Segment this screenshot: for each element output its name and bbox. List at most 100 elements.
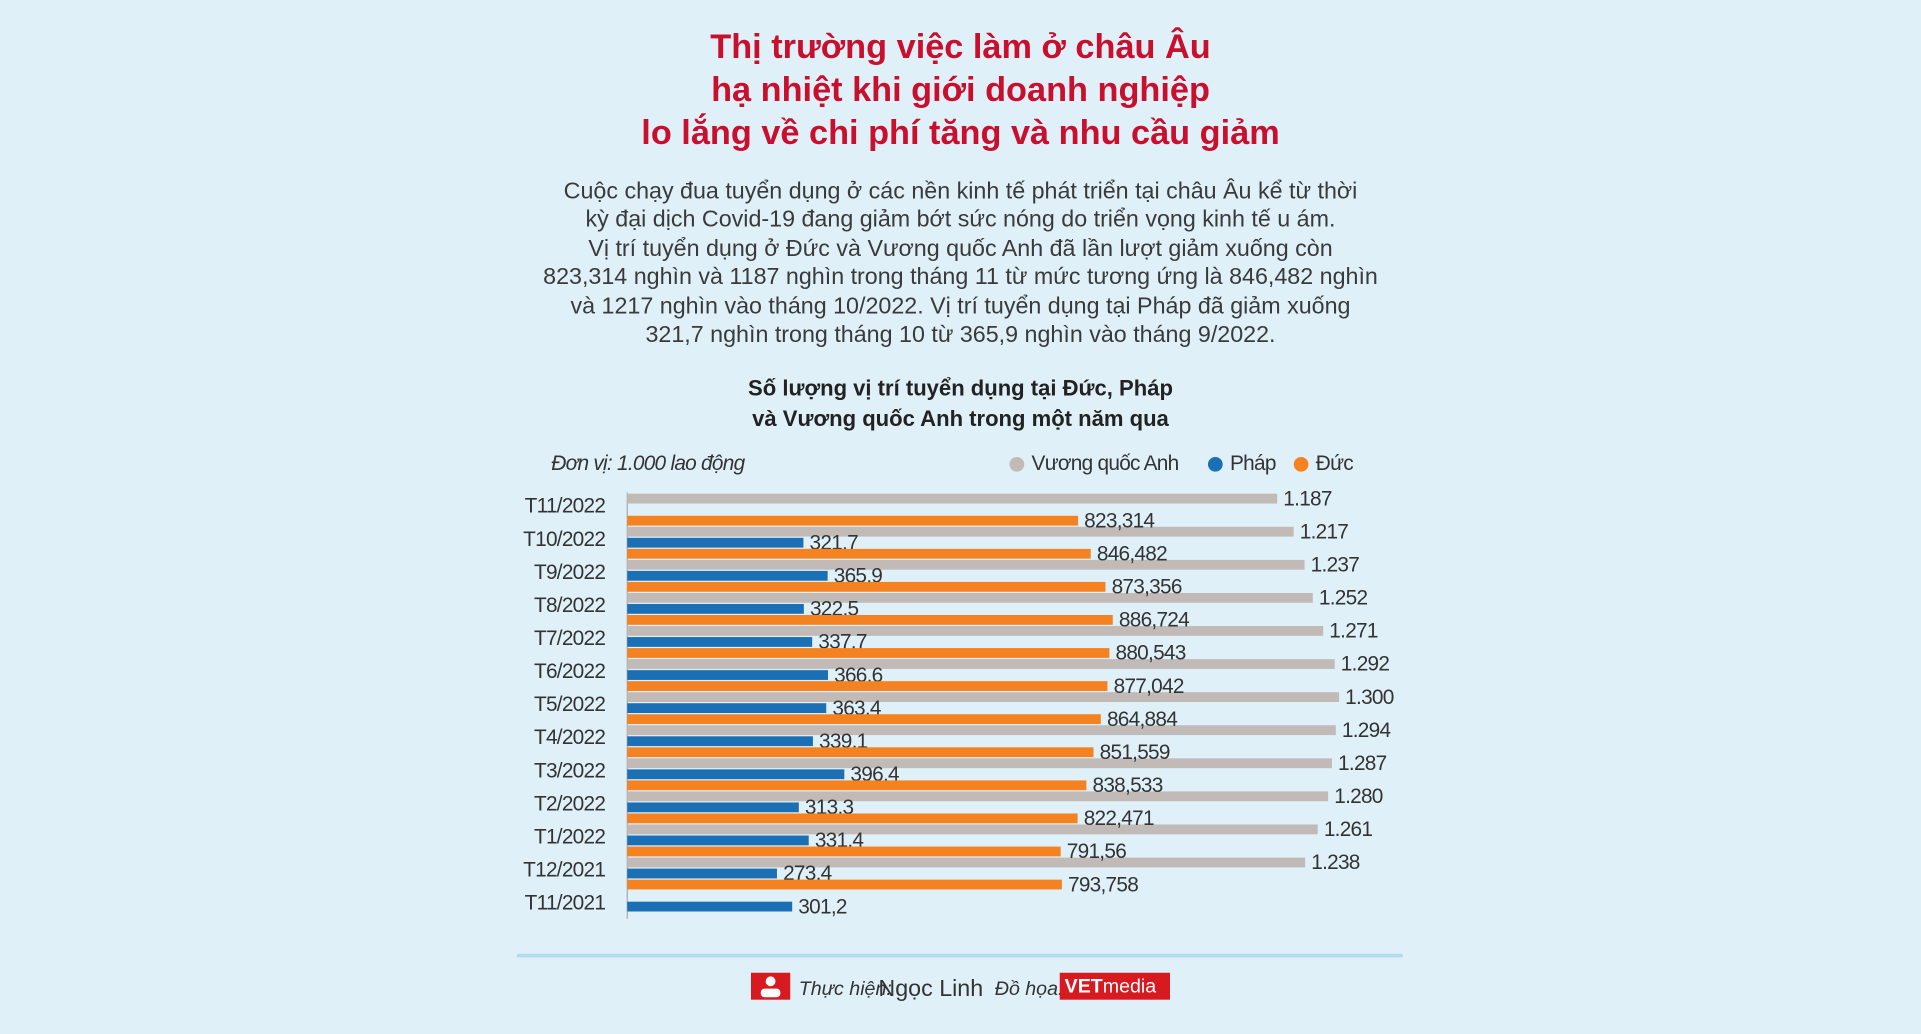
bar: [627, 857, 1306, 868]
value-label: 851,559: [1100, 741, 1170, 764]
value-label: 1.280: [1334, 785, 1383, 808]
value-label: 1.271: [1329, 620, 1378, 643]
bar: [627, 901, 793, 912]
bar: [627, 493, 1278, 504]
bar: [627, 603, 804, 614]
value-label: 365,9: [834, 565, 883, 588]
description-line: kỳ đại dịch Covid-19 đang giảm bớt sức n…: [586, 206, 1336, 232]
value-label: 1.187: [1283, 487, 1332, 510]
bar: [627, 736, 813, 747]
bar: [627, 659, 1335, 669]
bar: [627, 868, 777, 879]
bar: [627, 835, 809, 846]
bar: [627, 791, 1329, 802]
title-line: lo lắng về chi phí tăng và nhu cầu giảm: [641, 112, 1279, 152]
chart-title: và Vương quốc Anh trong một năm qua: [752, 406, 1169, 431]
y-tick-label: T8/2022: [534, 594, 605, 617]
chart-title: Số lượng vị trí tuyển dụng tại Đức, Pháp: [748, 375, 1173, 400]
bar: [627, 581, 1106, 592]
description-line: Vị trí tuyển dụng ở Đức và Vương quốc An…: [588, 235, 1332, 261]
bar: [627, 780, 1087, 791]
value-label: 822,471: [1084, 807, 1154, 830]
y-tick-label: T4/2022: [534, 726, 605, 749]
bar: [627, 637, 813, 647]
footer: Thực hiện: Ngọc Linh Đồ họa: VETmedia: [751, 972, 1170, 1001]
graphics-label: Đồ họa:: [995, 978, 1064, 1000]
value-label: 273,4: [783, 862, 832, 885]
bar: [627, 714, 1101, 725]
credit-label: Thực hiện:: [799, 978, 892, 1000]
description-line: và 1217 nghìn vào tháng 10/2022. Vị trí …: [571, 293, 1351, 319]
bar: [627, 626, 1324, 636]
value-label: 1.294: [1342, 719, 1391, 742]
bar: [627, 670, 828, 680]
value-label: 321,7: [810, 531, 859, 554]
bar: [627, 747, 1094, 758]
legend-label: Đức: [1316, 452, 1353, 475]
y-tick-label: T1/2022: [534, 825, 605, 848]
value-label: 1.300: [1345, 686, 1394, 709]
bar: [627, 703, 827, 714]
bar: [627, 526, 1294, 537]
value-label: 877,042: [1114, 675, 1184, 698]
value-label: 1.237: [1311, 554, 1360, 577]
value-label: 1.238: [1311, 851, 1360, 874]
value-label: 322,5: [810, 598, 859, 621]
value-label: 880,543: [1116, 642, 1186, 665]
bar: [627, 692, 1340, 702]
bar: [627, 537, 804, 548]
author: Ngọc Linh: [878, 975, 983, 1001]
value-label: 838,533: [1093, 774, 1163, 797]
bar: [627, 559, 1305, 570]
bar: [627, 758, 1332, 769]
value-label: 1.252: [1319, 587, 1368, 610]
bar: [627, 570, 828, 581]
bar: [627, 681, 1108, 691]
value-label: 339,1: [819, 730, 868, 753]
description-line: 321,7 nghìn trong tháng 10 từ 365,9 nghì…: [645, 321, 1275, 347]
bar: [627, 592, 1313, 603]
bar: [627, 846, 1061, 857]
logo-rest: media: [1103, 976, 1156, 998]
description-line: Cuộc chạy đua tuyển dụng ở các nền kinh …: [564, 177, 1358, 203]
description-line: 823,314 nghìn và 1187 nghìn trong tháng …: [543, 263, 1378, 289]
y-tick-label: T10/2022: [523, 528, 605, 551]
value-label: 823,314: [1084, 509, 1154, 532]
value-label: 301,2: [798, 895, 847, 918]
value-label: 366,6: [834, 664, 883, 687]
value-label: 1.287: [1338, 752, 1387, 775]
value-label: 873,356: [1112, 576, 1182, 599]
value-label: 793,758: [1068, 873, 1138, 896]
y-tick-label: T3/2022: [534, 759, 605, 782]
value-label: 396,4: [850, 763, 899, 786]
bar: [627, 548, 1091, 559]
value-label: 363,4: [832, 697, 881, 720]
value-label: 791,56: [1067, 840, 1126, 863]
y-tick-label: T7/2022: [534, 627, 605, 650]
y-tick-label: T2/2022: [534, 792, 605, 815]
title-line: hạ nhiệt khi giới doanh nghiệp: [711, 71, 1210, 109]
value-label: 846,482: [1097, 542, 1167, 565]
bar: [627, 615, 1113, 625]
bar: [627, 813, 1078, 824]
logo: VETmedia: [1065, 976, 1157, 998]
legend-swatch: [1293, 456, 1309, 472]
value-label: 331,4: [815, 829, 864, 852]
unit-note: Đơn vị: 1.000 lao động: [551, 452, 745, 475]
bar: [627, 824, 1318, 835]
logo-box: [1059, 972, 1170, 1000]
bar: [627, 802, 799, 813]
y-tick-label: T6/2022: [534, 660, 605, 683]
value-label: 1.217: [1300, 520, 1349, 543]
y-tick-label: T12/2021: [523, 859, 605, 882]
author-icon-body: [760, 988, 781, 998]
logo-bold: VET: [1065, 976, 1103, 998]
bar: [627, 725, 1336, 736]
legend-swatch: [1207, 456, 1223, 472]
value-label: 1.261: [1324, 818, 1373, 841]
y-tick-label: T9/2022: [534, 561, 605, 584]
legend-label: Vương quốc Anh: [1032, 452, 1179, 475]
bar: [627, 648, 1110, 658]
legend-label: Pháp: [1230, 452, 1276, 475]
